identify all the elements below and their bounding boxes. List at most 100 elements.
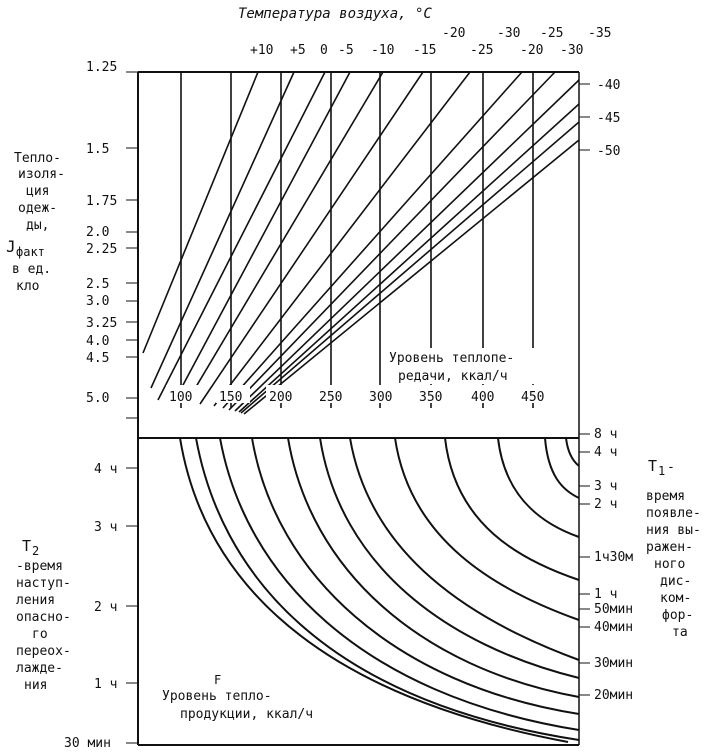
t2-tick: 2 ч xyxy=(94,600,117,615)
left-lower-tick-labels: 4 ч 3 ч 2 ч 1 ч 30 мин xyxy=(64,462,117,751)
heat-production-label: F Уровень тепло- продукции, ккал/ч xyxy=(162,673,313,722)
heat-transfer-tick: 200 xyxy=(269,390,292,405)
insulation-tick: 2.0 xyxy=(86,225,109,240)
svg-text:продукции, ккал/ч: продукции, ккал/ч xyxy=(180,707,313,722)
insulation-axis-label: Тепло- изоля- ция одеж- ды, J факт в ед.… xyxy=(6,151,65,294)
svg-text:2: 2 xyxy=(32,544,39,558)
t2-tick: 1 ч xyxy=(94,677,117,692)
insulation-tick: 1.25 xyxy=(86,60,117,75)
svg-text:изоля-: изоля- xyxy=(18,167,65,182)
top-temp-row1: -20 -30 -25 -35 xyxy=(442,26,611,41)
svg-text:-время: -время xyxy=(16,559,63,574)
insulation-tick: 2.5 xyxy=(86,277,109,292)
svg-text:редачи, ккал/ч: редачи, ккал/ч xyxy=(398,369,508,384)
svg-text:факт: факт xyxy=(16,245,45,259)
heat-transfer-tick: 150 xyxy=(219,390,242,405)
svg-text:ды,: ды, xyxy=(26,218,49,233)
svg-text:кло: кло xyxy=(16,279,39,294)
insulation-tick: 4.0 xyxy=(86,334,109,349)
svg-text:ция: ция xyxy=(26,184,49,199)
heat-transfer-tick: 400 xyxy=(471,390,494,405)
left-lower-ticks xyxy=(126,467,138,744)
t2-axis-label: T 2 -время наступ- ления опасно- го пере… xyxy=(16,537,71,693)
top-temp-label: -25 xyxy=(540,26,563,41)
svg-text:появле-: появле- xyxy=(646,506,701,521)
svg-text:одеж-: одеж- xyxy=(18,201,57,216)
svg-text:наступ-: наступ- xyxy=(16,576,71,591)
svg-text:в ед.: в ед. xyxy=(12,262,51,277)
top-temp-label: -20 xyxy=(442,26,465,41)
left-upper-tick-labels: 1.25 1.5 1.75 2.0 2.25 2.5 3.0 3.25 4.0 … xyxy=(86,60,117,406)
right-lower-ticks xyxy=(579,433,590,696)
top-temp-row2: +10 +5 0 -5 -10 -15 -25 -20 -30 xyxy=(250,43,583,58)
top-temp-label: -30 xyxy=(497,26,520,41)
svg-text:та: та xyxy=(672,625,688,640)
t1-tick: 40мин xyxy=(594,620,633,635)
t1-tick: 3 ч xyxy=(594,479,617,494)
marker-f: F xyxy=(214,673,221,687)
svg-text:ком-: ком- xyxy=(660,591,691,606)
air-temp-title: Температура воздуха, °C xyxy=(238,6,432,22)
svg-text:ражен-: ражен- xyxy=(646,540,693,555)
svg-text:Тепло-: Тепло- xyxy=(14,151,61,166)
top-temp-label: -20 xyxy=(520,43,543,58)
svg-text:время: время xyxy=(646,489,685,504)
top-temp-label: +5 xyxy=(290,43,306,58)
t2-tick: 3 ч xyxy=(94,520,117,535)
svg-text:-: - xyxy=(667,460,675,475)
svg-text:ного: ного xyxy=(654,557,685,572)
heat-transfer-tick: 300 xyxy=(369,390,392,405)
insulation-tick: 1.5 xyxy=(86,142,109,157)
t1-tick: 2 ч xyxy=(594,497,617,512)
t1-tick: 30мин xyxy=(594,656,633,671)
right-temp-label: -40 xyxy=(597,78,620,93)
top-temp-label: -15 xyxy=(413,43,436,58)
svg-text:J: J xyxy=(6,237,16,256)
insulation-tick: 5.0 xyxy=(86,391,109,406)
top-temp-label: -10 xyxy=(371,43,394,58)
svg-text:лажде-: лажде- xyxy=(16,661,63,676)
svg-text:1: 1 xyxy=(658,464,665,478)
top-temp-label: 0 xyxy=(320,43,328,58)
heat-transfer-tick: 100 xyxy=(169,390,192,405)
right-temp-label: -50 xyxy=(597,144,620,159)
temperature-lines xyxy=(142,71,580,415)
left-upper-ticks xyxy=(126,71,138,419)
t1-tick: 4 ч xyxy=(594,445,617,460)
insulation-tick: 1.75 xyxy=(86,194,117,209)
right-upper-temps: -40 -45 -50 xyxy=(579,78,620,159)
heat-transfer-tick: 450 xyxy=(521,390,544,405)
right-lower-tick-labels: 8 ч 4 ч 3 ч 2 ч 1ч30м 1 ч 50мин 40мин 30… xyxy=(594,427,633,703)
right-temp-label: -45 xyxy=(597,111,620,126)
heat-transfer-tick: 350 xyxy=(419,390,442,405)
insulation-tick: 3.0 xyxy=(86,294,109,309)
top-temp-label: -5 xyxy=(338,43,354,58)
svg-text:переох-: переох- xyxy=(16,644,71,659)
svg-text:Уровень тепло-: Уровень тепло- xyxy=(162,689,272,704)
svg-text:го: го xyxy=(32,627,48,642)
heat-transfer-tick-labels: 100 150 200 250 300 350 400 450 xyxy=(166,385,552,405)
t1-tick: 1 ч xyxy=(594,587,617,602)
t1-tick: 20мин xyxy=(594,688,633,703)
top-temp-label: -30 xyxy=(560,43,583,58)
t1-tick: 8 ч xyxy=(594,427,617,442)
svg-text:фор-: фор- xyxy=(662,608,693,623)
t1-axis-label: T 1 - время появле- ния вы- ражен- ного … xyxy=(646,457,701,640)
top-temp-label: +10 xyxy=(250,43,273,58)
svg-text:Уровень теплопе-: Уровень теплопе- xyxy=(389,351,514,366)
svg-text:дис-: дис- xyxy=(660,574,691,589)
heat-transfer-label: Уровень теплопе- редачи, ккал/ч xyxy=(386,348,561,384)
svg-text:опасно-: опасно- xyxy=(16,610,71,625)
svg-text:ления: ления xyxy=(16,593,55,608)
svg-text:ния: ния xyxy=(24,678,47,693)
insulation-tick: 3.25 xyxy=(86,316,117,331)
insulation-tick: 4.5 xyxy=(86,351,109,366)
svg-text:ния вы-: ния вы- xyxy=(646,523,701,538)
svg-text:T: T xyxy=(648,457,657,475)
top-temp-label: -35 xyxy=(588,26,611,41)
t2-tick: 4 ч xyxy=(94,462,117,477)
t1-tick: 50мин xyxy=(594,602,633,617)
heat-transfer-tick: 250 xyxy=(319,390,342,405)
svg-text:T: T xyxy=(22,537,31,555)
